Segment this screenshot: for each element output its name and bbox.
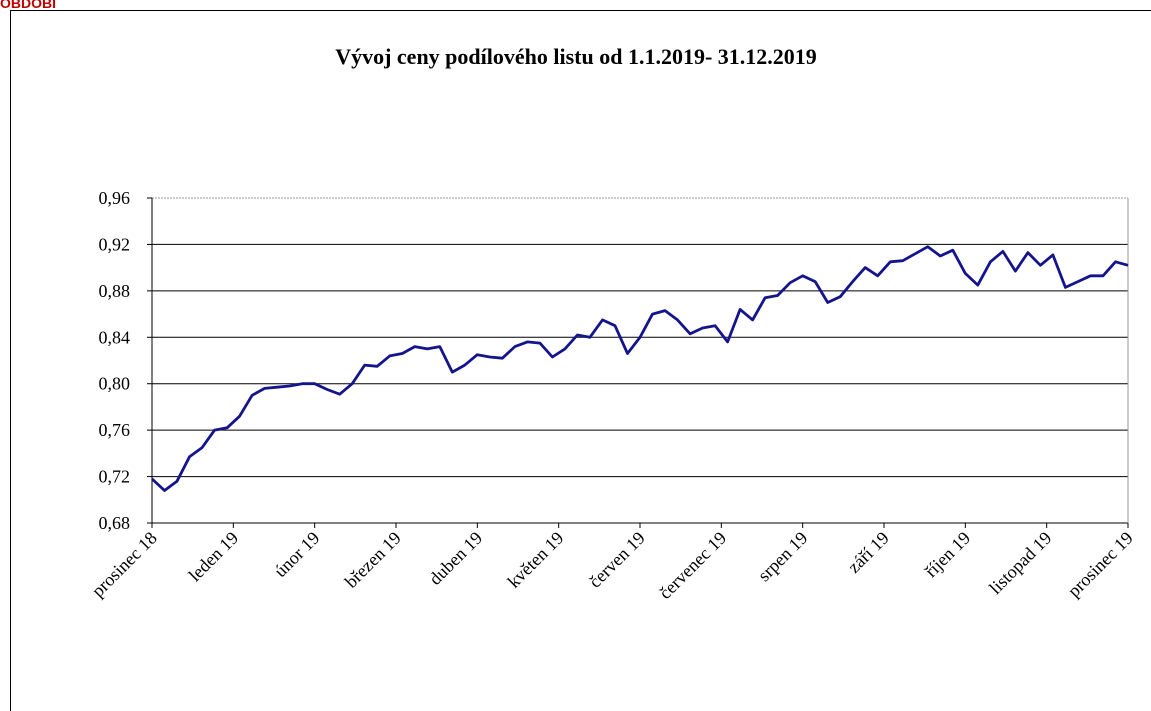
section-heading: OBDOBÍ [0, 0, 57, 11]
y-tick-label: 0,92 [99, 234, 131, 254]
x-tick-label: prosinec 19 [1064, 528, 1137, 601]
x-tick-label: září 19 [844, 528, 893, 577]
x-tick-label: červenec 19 [655, 528, 730, 603]
x-tick-label: říjen 19 [921, 528, 974, 581]
x-tick-label: prosinec 18 [88, 528, 161, 601]
chart-title: Vývoj ceny podílového listu od 1.1.2019-… [335, 44, 817, 69]
x-tick-label: červen 19 [585, 528, 649, 592]
x-tick-label: duben 19 [425, 528, 486, 589]
x-tick-label: listopad 19 [985, 528, 1055, 598]
x-tick-label: únor 19 [270, 528, 323, 581]
y-tick-label: 0,80 [99, 374, 131, 394]
x-tick-label: srpen 19 [754, 528, 812, 586]
x-tick-label: květen 19 [504, 528, 568, 592]
y-tick-label: 0,68 [99, 513, 131, 533]
frame [10, 10, 1151, 711]
y-tick-label: 0,76 [99, 420, 131, 440]
y-tick-label: 0,72 [99, 467, 131, 487]
x-tick-label: březen 19 [341, 528, 405, 592]
y-tick-label: 0,84 [99, 327, 131, 347]
x-tick-label: leden 19 [185, 528, 243, 586]
y-tick-label: 0,96 [99, 188, 131, 208]
price-line [151, 245, 1129, 492]
y-tick-label: 0,88 [99, 281, 131, 301]
